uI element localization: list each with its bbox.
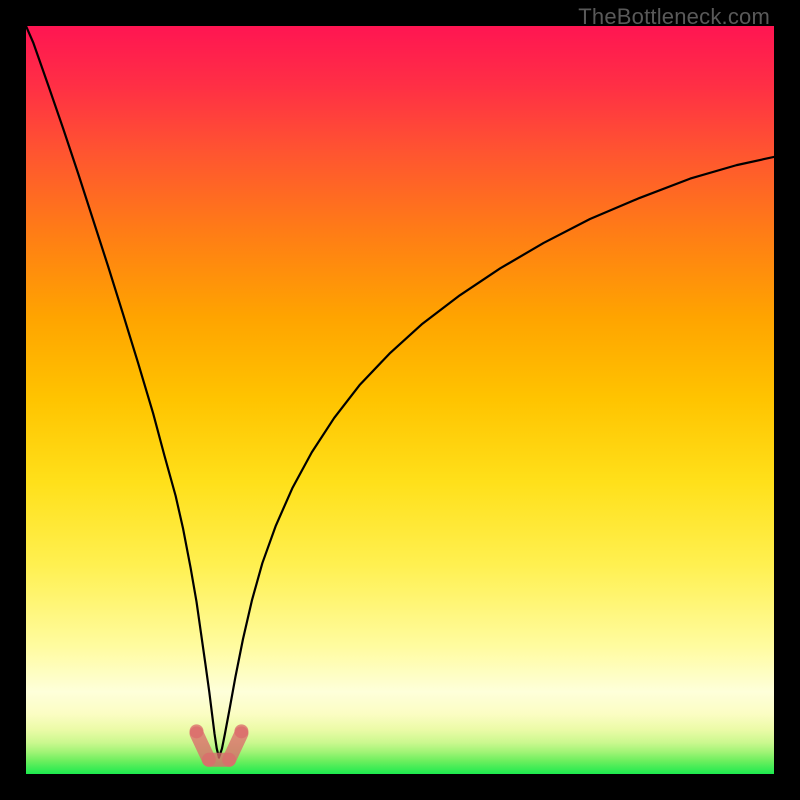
chart-background (26, 26, 774, 774)
chart-frame (26, 26, 774, 774)
chart-svg (26, 26, 774, 774)
